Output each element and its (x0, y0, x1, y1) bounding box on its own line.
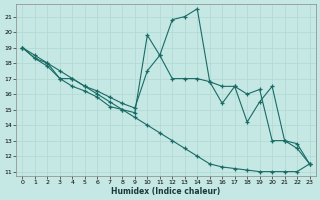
X-axis label: Humidex (Indice chaleur): Humidex (Indice chaleur) (111, 187, 221, 196)
